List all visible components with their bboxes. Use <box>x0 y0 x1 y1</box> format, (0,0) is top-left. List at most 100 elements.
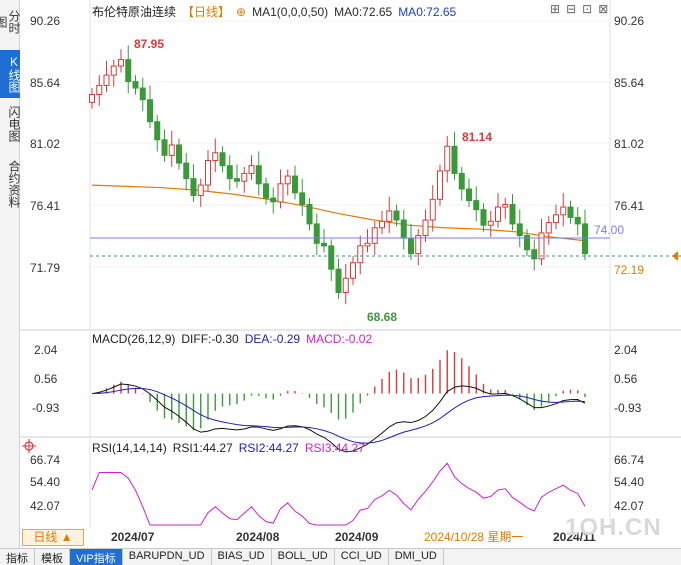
close-icon[interactable]: ⊠ <box>598 2 615 16</box>
x-tick: 2024/09 <box>335 530 379 544</box>
ma-params[interactable]: MA1(0,0,0,50) <box>252 5 329 19</box>
candle-body <box>263 183 269 199</box>
y-tick-right: 81.02 <box>614 137 644 151</box>
minimize-icon[interactable]: ⊟ <box>566 2 583 16</box>
ma50-line <box>91 184 586 242</box>
candle-body <box>371 227 378 244</box>
tab-contract-info[interactable]: 合约资料 <box>7 160 21 208</box>
y-tick-left: 76.41 <box>30 199 60 213</box>
watermark: 1OH.CN <box>565 514 662 541</box>
settings-icon[interactable] <box>22 439 36 453</box>
candle-body <box>161 139 168 156</box>
candle-body <box>379 220 385 229</box>
tab-bias[interactable]: BIAS_UD <box>212 549 272 565</box>
candle-body <box>205 160 211 186</box>
candle-body <box>118 59 124 67</box>
candle-body <box>212 152 219 162</box>
macd-dea: DEA:-0.29 <box>244 332 301 346</box>
candle-body <box>139 87 146 101</box>
candle-body <box>226 165 233 180</box>
candle-body <box>147 99 153 123</box>
period-label[interactable]: 【日线】 <box>182 5 231 19</box>
tab-indicators[interactable]: 指标 <box>0 549 35 565</box>
tab-kline[interactable]: K线图 <box>0 50 21 98</box>
macd-lines <box>91 383 586 453</box>
macd-params[interactable]: MACD(26,12,9) <box>92 332 176 346</box>
ma0-value: MA0:72.65 <box>334 5 393 19</box>
rsi-y-tick-right: 66.74 <box>614 453 644 467</box>
candle-body <box>234 178 240 182</box>
candle-body <box>444 145 451 172</box>
tab-vip-indicators[interactable]: VIP指标 <box>70 549 123 565</box>
candle-body <box>241 172 248 182</box>
candle-body <box>524 235 530 251</box>
candle-body <box>458 172 465 190</box>
crosshair-icon[interactable]: ⊕ <box>236 5 247 19</box>
candle-body <box>255 165 262 185</box>
candle-body <box>567 206 574 218</box>
candle-body <box>125 59 132 83</box>
add-icon[interactable]: ⊞ <box>550 2 567 16</box>
candle-body <box>110 65 117 76</box>
rsi-line <box>91 462 586 526</box>
rsi-label-row: RSI(14,14,14) RSI1:44.27 RSI2:44.27 RSI3:44… <box>92 441 371 455</box>
candle-body <box>466 188 472 202</box>
rsi-y-tick: 54.40 <box>30 475 60 489</box>
tab-barupdn[interactable]: BARUPDN_UD <box>123 549 212 565</box>
candle-body <box>553 214 559 224</box>
rsi2-value: RSI2:44.27 <box>238 441 299 455</box>
last-price-arrow-icon <box>672 251 678 261</box>
y-tick-right: 76.41 <box>614 199 644 213</box>
tab-dmi[interactable]: DMI_UD <box>389 549 444 565</box>
rsi1-value: RSI1:44.27 <box>172 441 233 455</box>
candle-body <box>270 197 277 203</box>
macd-dea-line <box>91 387 586 444</box>
chart-header: 布伦特原油连续 【日线】 ⊕ MA1(0,0,0,50) MA0:72.65 MA0:72… <box>92 3 462 19</box>
y-tick-left: 90.26 <box>30 14 60 28</box>
y-tick-right: 90.26 <box>614 14 644 28</box>
side-tab-strip: 分时图 K线图 闪电图 合约资料 <box>0 0 21 548</box>
candle-body <box>168 144 175 156</box>
candle-body <box>306 203 313 225</box>
period-button[interactable]: 日线 ▲ <box>22 529 84 546</box>
candle-body <box>342 277 349 293</box>
candle-body <box>321 242 327 247</box>
candle-body <box>393 210 400 221</box>
y-tick-right: 85.64 <box>614 76 644 90</box>
rsi-y-tick-right: 42.07 <box>614 499 644 513</box>
candle-body <box>197 184 204 196</box>
candle-body <box>437 170 443 200</box>
candle-body <box>429 198 436 221</box>
candle-body <box>408 237 414 255</box>
candle-body <box>219 152 226 167</box>
tab-flash[interactable]: 闪电图 <box>7 106 21 142</box>
macd-histogram <box>98 350 586 431</box>
candle-body <box>103 74 110 86</box>
hline-label: 74.00 <box>594 223 624 237</box>
tab-boll[interactable]: BOLL_UD <box>272 549 335 565</box>
macd-diff: DIFF:-0.30 <box>181 332 239 346</box>
candles-group <box>89 45 588 305</box>
macd-y-tick: -0.93 <box>32 401 60 415</box>
candle-body <box>538 232 545 260</box>
candle-body <box>89 94 95 103</box>
candle-body <box>190 178 197 196</box>
macd-diff-line <box>91 383 586 453</box>
candle-body <box>495 206 501 222</box>
candle-body <box>350 262 356 279</box>
ma50-polyline <box>91 184 586 242</box>
tab-cci[interactable]: CCI_UD <box>335 549 389 565</box>
candle-body <box>284 175 291 185</box>
maximize-icon[interactable]: ⊡ <box>582 2 599 16</box>
kline-chart[interactable]: 74.00 72.19 90.26 85.64 81.02 76.41 71.7… <box>0 0 681 548</box>
candle-body <box>96 84 103 96</box>
rsi-y-tick: 42.07 <box>30 499 60 513</box>
tab-timeshare[interactable]: 分时图 <box>0 10 21 34</box>
annotation-high2: 81.14 <box>462 130 492 144</box>
tab-templates[interactable]: 模板 <box>35 549 70 565</box>
rsi-params[interactable]: RSI(14,14,14) <box>92 441 167 455</box>
candle-body <box>487 220 494 226</box>
candle-body <box>132 81 139 89</box>
candle-body <box>531 249 538 260</box>
candle-body <box>400 219 407 239</box>
